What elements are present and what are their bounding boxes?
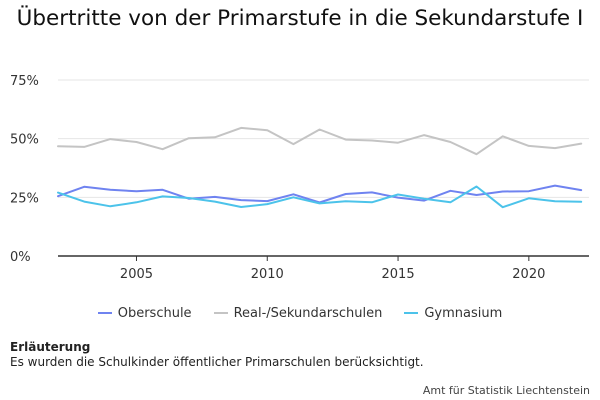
- y-tick-label: 0%: [10, 250, 31, 265]
- source-credit: Amt für Statistik Liechtenstein: [422, 384, 590, 397]
- legend-item-gymnasium[interactable]: Gymnasium: [404, 306, 502, 321]
- legend-swatch-oberschule: [97, 312, 112, 314]
- legend-label-gymnasium: Gymnasium: [424, 305, 503, 321]
- chart-title: Übertritte von der Primarstufe in die Se…: [16, 6, 584, 31]
- legend-item-real-sekundarschulen[interactable]: Real-/Sekundarschulen: [213, 305, 383, 321]
- x-tick-label: 2005: [120, 267, 153, 282]
- x-tick-label: 2010: [251, 267, 284, 282]
- note-text: Es wurden die Schulkinder öffentlicher P…: [10, 355, 424, 369]
- series-line-real-sekundarschulen: [57, 126, 583, 156]
- series-line-gymnasium: [57, 185, 583, 209]
- y-tick-label: 25%: [10, 191, 39, 206]
- x-tick-label: 2015: [382, 267, 415, 282]
- legend-swatch-gymnasium: [404, 312, 419, 314]
- y-tick-label: 50%: [10, 133, 39, 148]
- legend-label-real-sekundarschulen: Real-/Sekundarschulen: [233, 305, 383, 321]
- series-line-oberschule: [57, 184, 583, 204]
- x-tick-label: 2020: [512, 267, 545, 282]
- legend-swatch-real-sekundarschulen: [213, 312, 228, 314]
- y-tick-label: 75%: [10, 74, 39, 89]
- legend-label-oberschule: Oberschule: [117, 305, 192, 321]
- chart-legend: Oberschule Real-/Sekundarschulen Gymnasi…: [0, 303, 600, 323]
- legend-item-oberschule[interactable]: Oberschule: [97, 305, 192, 321]
- note-heading: Erläuterung: [10, 340, 91, 354]
